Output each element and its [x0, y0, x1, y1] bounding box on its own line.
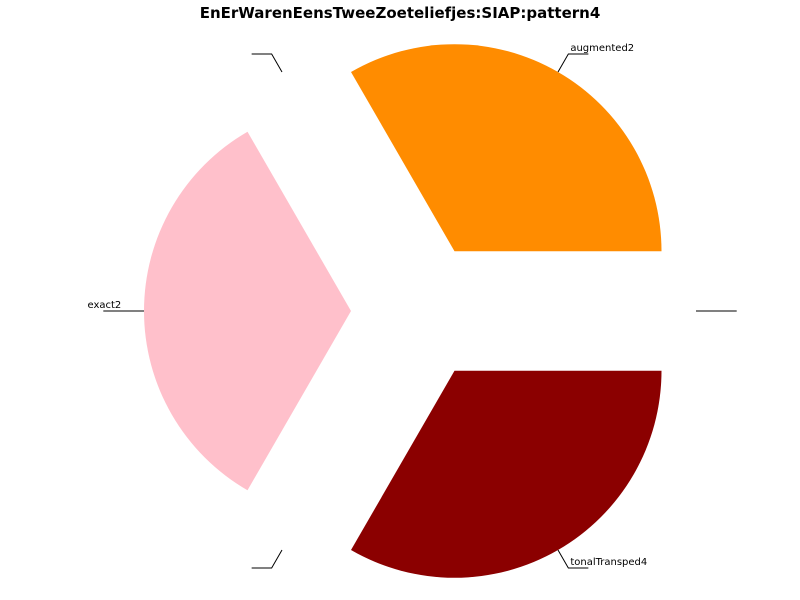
pie-slice-tonalTransped4 [351, 370, 662, 578]
slice-label-exact2: exact2 [87, 300, 121, 311]
slice-label-tonalTransped4: tonalTransped4 [570, 557, 647, 568]
leader-line-augmented2 [557, 53, 589, 73]
leader-line-gap-2 [251, 53, 283, 73]
pie-slice-exact2 [144, 131, 351, 491]
leader-line-tonalTransped4 [557, 549, 589, 569]
chart-title: EnErWarenEensTweeZoeteliefjes:SIAP:patte… [199, 4, 601, 22]
leader-line-gap-4 [251, 549, 283, 569]
slice-label-augmented2: augmented2 [570, 43, 634, 54]
pie-slice-augmented2 [351, 44, 662, 252]
